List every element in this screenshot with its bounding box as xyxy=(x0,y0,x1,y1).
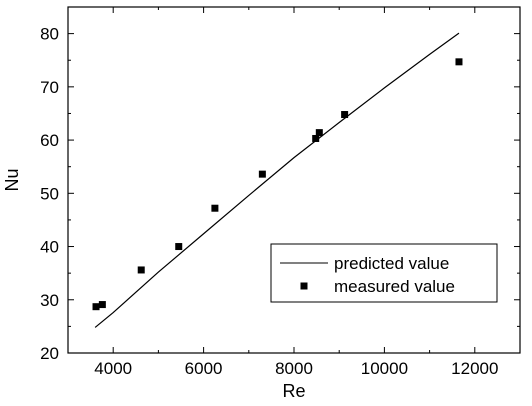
measured-value-point xyxy=(211,204,219,212)
measured-value-point xyxy=(312,134,320,142)
y-tick-label: 70 xyxy=(40,78,59,97)
x-tick-label: 6000 xyxy=(185,359,223,378)
x-tick-label: 4000 xyxy=(94,359,132,378)
measured-value-point xyxy=(258,170,266,178)
x-axis: 4000 6000 8000 10000 12000 xyxy=(67,7,521,378)
y-axis-title: Nu xyxy=(2,168,22,191)
legend-label-predicted: predicted value xyxy=(334,254,449,273)
x-tick-label: 10000 xyxy=(361,359,408,378)
measured-value-point xyxy=(455,58,463,66)
y-tick-label: 50 xyxy=(40,184,59,203)
measured-value-point xyxy=(315,129,323,137)
x-tick-label: 8000 xyxy=(275,359,313,378)
y-tick-label: 40 xyxy=(40,238,59,257)
measured-value-point xyxy=(341,111,349,119)
measured-value-point xyxy=(175,243,183,251)
y-tick-label: 30 xyxy=(40,291,59,310)
legend-box xyxy=(270,243,498,303)
measured-value-point xyxy=(98,301,106,309)
legend-label-measured: measured value xyxy=(334,277,455,296)
measured-value-point xyxy=(137,266,145,274)
y-tick-label: 20 xyxy=(40,344,59,363)
legend: predicted value measured value xyxy=(270,243,498,303)
plot-area xyxy=(92,32,463,328)
y-tick-label: 80 xyxy=(40,25,59,44)
predicted-value-line xyxy=(94,32,460,328)
legend-square-swatch xyxy=(300,282,308,290)
x-axis-title: Re xyxy=(282,381,305,401)
y-tick-label: 60 xyxy=(40,131,59,150)
x-tick-label: 12000 xyxy=(451,359,498,378)
measured-value-point xyxy=(92,303,100,311)
y-axis: 20 30 40 50 60 70 80 xyxy=(40,6,520,363)
